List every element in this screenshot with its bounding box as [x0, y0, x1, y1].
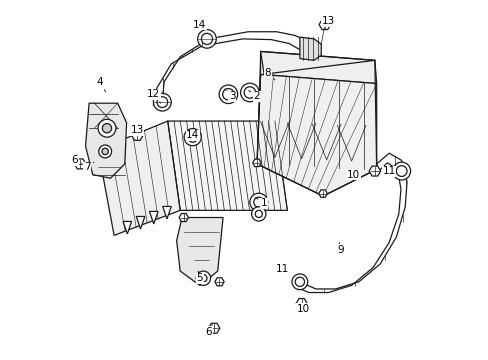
Circle shape [255, 210, 262, 217]
Text: 10: 10 [296, 303, 309, 314]
Polygon shape [85, 103, 126, 178]
Polygon shape [167, 121, 287, 210]
Text: 11: 11 [275, 264, 288, 274]
Circle shape [219, 85, 237, 104]
Polygon shape [98, 121, 180, 235]
Polygon shape [163, 206, 171, 219]
Circle shape [200, 275, 206, 282]
Polygon shape [136, 216, 144, 229]
Polygon shape [123, 221, 131, 234]
Polygon shape [252, 159, 261, 167]
Text: 6: 6 [71, 156, 82, 165]
Text: 7: 7 [84, 162, 94, 172]
Circle shape [187, 132, 197, 142]
Polygon shape [131, 130, 143, 140]
Circle shape [395, 166, 406, 176]
Text: 6: 6 [205, 325, 212, 337]
Text: 9: 9 [337, 243, 344, 255]
Polygon shape [214, 278, 224, 286]
Circle shape [244, 87, 255, 98]
Circle shape [251, 207, 265, 221]
Text: 13: 13 [321, 16, 334, 26]
Text: 14: 14 [193, 19, 206, 30]
Text: 1: 1 [255, 198, 267, 208]
Polygon shape [296, 298, 306, 308]
Text: 3: 3 [224, 89, 235, 101]
Polygon shape [299, 37, 321, 60]
Circle shape [253, 197, 263, 207]
Polygon shape [318, 190, 326, 197]
Circle shape [102, 123, 111, 133]
Circle shape [196, 271, 210, 285]
Circle shape [240, 83, 259, 102]
Circle shape [98, 119, 116, 137]
Polygon shape [368, 166, 380, 176]
Circle shape [201, 33, 212, 45]
Circle shape [153, 93, 171, 111]
Text: 10: 10 [346, 170, 359, 180]
Polygon shape [319, 20, 330, 30]
Circle shape [392, 162, 410, 180]
Polygon shape [208, 323, 220, 333]
Text: 4: 4 [96, 77, 105, 92]
Circle shape [157, 97, 167, 108]
Polygon shape [74, 159, 86, 169]
Polygon shape [149, 211, 158, 224]
Circle shape [291, 274, 307, 290]
Circle shape [197, 30, 216, 48]
Circle shape [249, 193, 267, 211]
Circle shape [102, 148, 108, 155]
Polygon shape [260, 51, 376, 84]
Circle shape [295, 277, 304, 287]
Text: 14: 14 [186, 130, 199, 140]
Text: 8: 8 [264, 68, 274, 80]
Circle shape [99, 145, 111, 158]
Text: 5: 5 [196, 271, 203, 283]
Text: 13: 13 [130, 125, 143, 135]
Text: 2: 2 [248, 90, 260, 101]
Polygon shape [257, 75, 376, 196]
Polygon shape [179, 213, 188, 221]
Circle shape [222, 89, 234, 100]
Polygon shape [176, 217, 223, 285]
Text: 11: 11 [382, 166, 395, 176]
Text: 12: 12 [146, 89, 160, 103]
Circle shape [184, 129, 201, 146]
